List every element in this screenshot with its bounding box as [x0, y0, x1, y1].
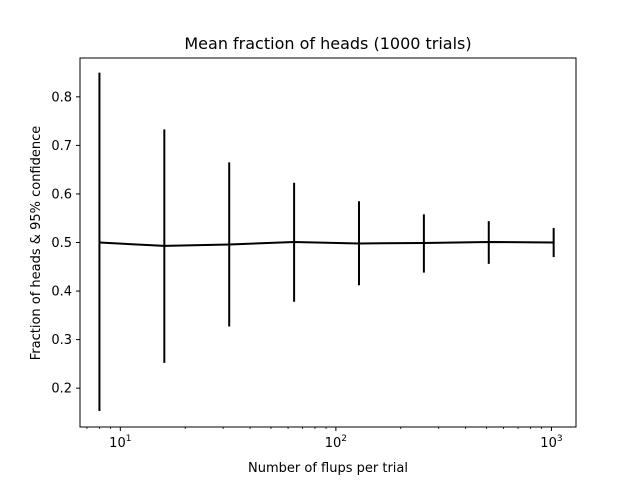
mean-line [99, 241, 554, 247]
plot-frame [79, 57, 577, 428]
x-tick-label: 103 [540, 434, 562, 451]
series-group [99, 241, 554, 247]
y-axis-label: Fraction of heads & 95% confidence [29, 126, 44, 361]
x-tick-base: 10 [540, 436, 557, 451]
x-axis-label: Number of flups per trial [248, 461, 408, 476]
x-tick-label: 102 [325, 434, 347, 451]
y-tick-label: 0.8 [51, 90, 72, 105]
chart-title: Mean fraction of heads (1000 trials) [184, 34, 471, 53]
x-tick-base: 10 [109, 436, 126, 451]
y-tick-label: 0.6 [51, 187, 72, 202]
y-tick-label: 0.2 [51, 382, 72, 397]
x-tick-exponent: 1 [126, 434, 132, 444]
x-tick-exponent: 2 [341, 434, 347, 444]
y-tick-label: 0.5 [51, 236, 72, 251]
y-tick-label: 0.3 [51, 333, 72, 348]
x-tick-base: 10 [325, 436, 342, 451]
x-tick-exponent: 3 [557, 434, 563, 444]
y-tick-label: 0.4 [51, 285, 72, 300]
x-tick-label: 101 [109, 434, 131, 451]
y-tick-label: 0.7 [51, 139, 72, 154]
